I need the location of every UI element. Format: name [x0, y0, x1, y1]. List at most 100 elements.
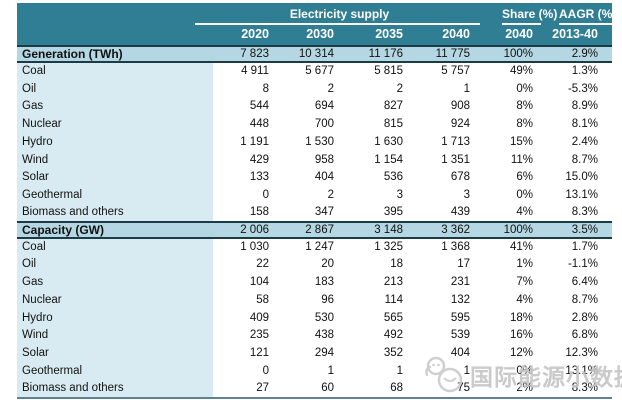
header-group-share: Share (%) — [480, 3, 557, 25]
value-cell: 448 — [249, 118, 269, 131]
table-row: Coal 4 911 5 677 5 815 5 757 49% 1.3% — [17, 62, 612, 80]
section-header-row: Capacity (GW) 2 006 2 867 3 148 3 362 100% 3.5… — [17, 220, 612, 239]
value-cell: 235 — [249, 329, 269, 342]
value-cell: 2 — [327, 189, 334, 202]
value-cell: 1% — [516, 258, 533, 271]
section-total-cell: 3 362 — [413, 220, 480, 239]
row-label: Oil — [17, 79, 213, 98]
section-header-row: Generation (TWh) 7 823 10 314 11 176 11 775 1… — [17, 45, 612, 63]
value-cell: 827 — [383, 100, 403, 113]
section-total-cell: 3.5% — [543, 220, 612, 239]
value-cell: 404 — [314, 171, 334, 184]
value-cell: 15% — [509, 135, 533, 148]
section-total-cell: 2.9% — [543, 45, 612, 63]
row-label: Nuclear — [17, 291, 213, 309]
value-cell: 1 351 — [441, 153, 470, 166]
value-cell: 27 — [256, 382, 269, 395]
value-cell: 1 368 — [441, 241, 470, 254]
value-cell: 4% — [516, 206, 533, 219]
table-row: Oil 22 20 18 17 1% -1.1% — [17, 255, 612, 274]
row-label: Geothermal — [17, 362, 213, 380]
value-cell: 595 — [450, 311, 470, 324]
value-cell: 395 — [383, 206, 403, 219]
value-cell: 8% — [516, 100, 533, 113]
value-cell: 8.3% — [571, 206, 598, 219]
value-cell: 6.4% — [571, 276, 598, 289]
value-cell: 5 677 — [305, 65, 334, 78]
value-cell: 18% — [509, 311, 533, 324]
value-cell: 294 — [314, 347, 334, 360]
value-cell: 1 713 — [441, 135, 470, 148]
value-cell: 4% — [516, 293, 533, 306]
value-cell: 1 325 — [374, 241, 403, 254]
col-header-2035: 2035 — [344, 25, 413, 46]
value-cell: 8 — [262, 82, 269, 95]
row-label: Gas — [17, 273, 213, 291]
table-row: Wind 429 958 1 154 1 351 11% 8.7% — [17, 150, 612, 169]
value-cell: 2.4% — [571, 135, 598, 148]
table-row: Biomass and others 27 60 68 75 2% 8.3% — [17, 379, 612, 398]
row-label: Wind — [17, 326, 213, 345]
value-cell: 8.7% — [571, 293, 598, 306]
value-cell: 2% — [516, 382, 533, 395]
row-label: Coal — [17, 62, 213, 80]
value-cell: 2 — [396, 82, 403, 95]
value-cell: 1 — [396, 364, 403, 377]
value-cell: 1.3% — [571, 65, 598, 78]
value-cell: 58 — [256, 293, 269, 306]
table-row: Nuclear 448 700 815 924 8% 8.1% — [17, 115, 612, 133]
table-row: Nuclear 58 96 114 132 4% 8.7% — [17, 291, 612, 309]
value-cell: 0 — [262, 364, 269, 377]
value-cell: 13.1% — [565, 364, 598, 377]
header-group-row: Electricity supply Share (%) AAGR (%) — [17, 3, 616, 46]
value-cell: 347 — [314, 206, 334, 219]
value-cell: 439 — [450, 206, 470, 219]
value-cell: 536 — [383, 171, 403, 184]
table-row: Coal 1 030 1 247 1 325 1 368 41% 1.7% — [17, 237, 612, 256]
value-cell: 1 530 — [305, 135, 334, 148]
value-cell: 694 — [314, 100, 334, 113]
section-total-cell: 100% — [480, 45, 543, 63]
section-total-cell: 7 823 — [213, 45, 279, 63]
table-row: Biomass and others 158 347 395 439 4% 8.3% — [17, 204, 612, 222]
value-cell: 409 — [249, 311, 269, 324]
value-cell: 678 — [450, 171, 470, 184]
value-cell: 8.7% — [571, 153, 598, 166]
value-cell: 114 — [384, 293, 403, 306]
table-row: Gas 544 694 827 908 8% 8.9% — [17, 97, 612, 116]
value-cell: 492 — [383, 329, 403, 342]
value-cell: 1 191 — [240, 135, 269, 148]
value-cell: 544 — [249, 100, 269, 113]
value-cell: 20 — [321, 258, 334, 271]
header-group-electricity-supply: Electricity supply — [195, 3, 484, 25]
row-label: Solar — [17, 344, 213, 362]
row-label: Hydro — [17, 308, 213, 327]
row-label: Biomass and others — [17, 204, 213, 222]
section-title: Capacity (GW) — [17, 220, 213, 239]
row-label: Biomass and others — [17, 379, 213, 398]
value-cell: 0% — [516, 82, 533, 95]
value-cell: 1 630 — [374, 135, 403, 148]
row-label: Coal — [17, 237, 213, 256]
value-cell: 12% — [509, 347, 533, 360]
table-body: Generation (TWh) 7 823 10 314 11 176 11 775 1… — [17, 45, 612, 398]
value-cell: 0% — [516, 364, 533, 377]
value-cell: 213 — [383, 276, 403, 289]
value-cell: 3 — [396, 189, 403, 202]
value-cell: 158 — [249, 206, 269, 219]
header-group-aagr: AAGR (%) — [543, 3, 616, 25]
table-row: Hydro 409 530 565 595 18% 2.8% — [17, 308, 612, 327]
value-cell: 0% — [516, 189, 533, 202]
value-cell: 18 — [390, 258, 403, 271]
value-cell: 2.8% — [571, 311, 598, 324]
value-cell: 1 — [463, 82, 470, 95]
value-cell: 958 — [314, 153, 334, 166]
row-label: Geothermal — [17, 186, 213, 204]
table-header: Electricity supply Share (%) AAGR (%) 20… — [17, 3, 616, 46]
value-cell: 60 — [321, 382, 334, 395]
col-header-2030: 2030 — [279, 25, 344, 46]
value-cell: 75 — [457, 382, 470, 395]
section-total-cell: 10 314 — [279, 45, 344, 63]
table-row: Wind 235 438 492 539 16% 6.8% — [17, 326, 612, 345]
value-cell: 231 — [450, 276, 470, 289]
